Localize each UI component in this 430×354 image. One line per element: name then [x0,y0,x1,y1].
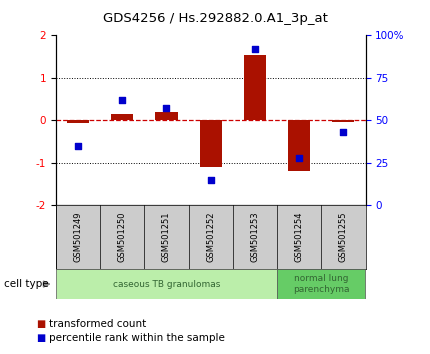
Point [340,130,347,135]
Bar [288,120,310,171]
Text: GSM501251: GSM501251 [162,212,171,262]
Bar [200,120,222,167]
Text: GSM501250: GSM501250 [118,212,127,262]
Text: GDS4256 / Hs.292882.0.A1_3p_at: GDS4256 / Hs.292882.0.A1_3p_at [103,12,327,25]
Point [163,105,170,111]
Point [296,155,303,161]
Text: GSM501255: GSM501255 [339,212,348,262]
Text: ■: ■ [37,319,46,329]
Text: GSM501253: GSM501253 [250,212,259,263]
Text: GSM501252: GSM501252 [206,212,215,262]
Bar [155,112,178,120]
Bar [332,120,354,122]
Bar [67,120,89,123]
Point [74,143,81,149]
Point [119,97,126,103]
Text: GSM501254: GSM501254 [295,212,304,262]
Bar [111,114,133,120]
Point [207,177,214,183]
Text: GSM501249: GSM501249 [74,212,83,262]
Bar [244,55,266,120]
Text: cell type: cell type [4,279,49,289]
Text: ■: ■ [37,333,46,343]
Bar [56,269,277,299]
Text: percentile rank within the sample: percentile rank within the sample [49,333,225,343]
Point [252,46,258,52]
Text: normal lung
parenchyma: normal lung parenchyma [293,274,350,294]
Bar [277,269,366,299]
Text: caseous TB granulomas: caseous TB granulomas [113,280,220,289]
Text: transformed count: transformed count [49,319,147,329]
